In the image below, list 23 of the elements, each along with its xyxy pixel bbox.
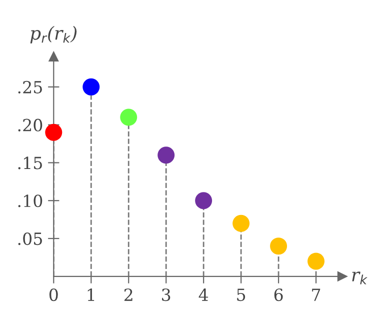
point <box>270 238 288 255</box>
x-tick-label: 7 <box>312 288 320 301</box>
point <box>158 146 175 164</box>
point <box>45 124 62 141</box>
x-tick-label: 3 <box>162 288 170 302</box>
x-axis-title: r$_{k}$ <box>352 272 368 284</box>
point <box>308 252 325 270</box>
y-tick-label: .20 <box>18 118 42 132</box>
y-axis-title: p$_{r}$(r$_{k}$) <box>30 26 77 44</box>
x-tick-label: 2 <box>124 288 132 301</box>
y-tick-label: .15 <box>18 156 42 170</box>
y-tick-label: .05 <box>18 232 42 246</box>
x-tick-label: 4 <box>198 288 208 301</box>
x-tick-label: 0 <box>49 288 58 302</box>
x-tick-label: 5 <box>237 288 246 302</box>
point <box>232 214 250 232</box>
y-tick-label: .25 <box>18 80 42 94</box>
point <box>82 78 100 96</box>
point <box>120 108 138 126</box>
y-tick-label: .10 <box>18 194 42 208</box>
x-tick-label: 1 <box>88 288 94 301</box>
x-tick-label: 6 <box>274 288 283 302</box>
point <box>195 192 212 210</box>
